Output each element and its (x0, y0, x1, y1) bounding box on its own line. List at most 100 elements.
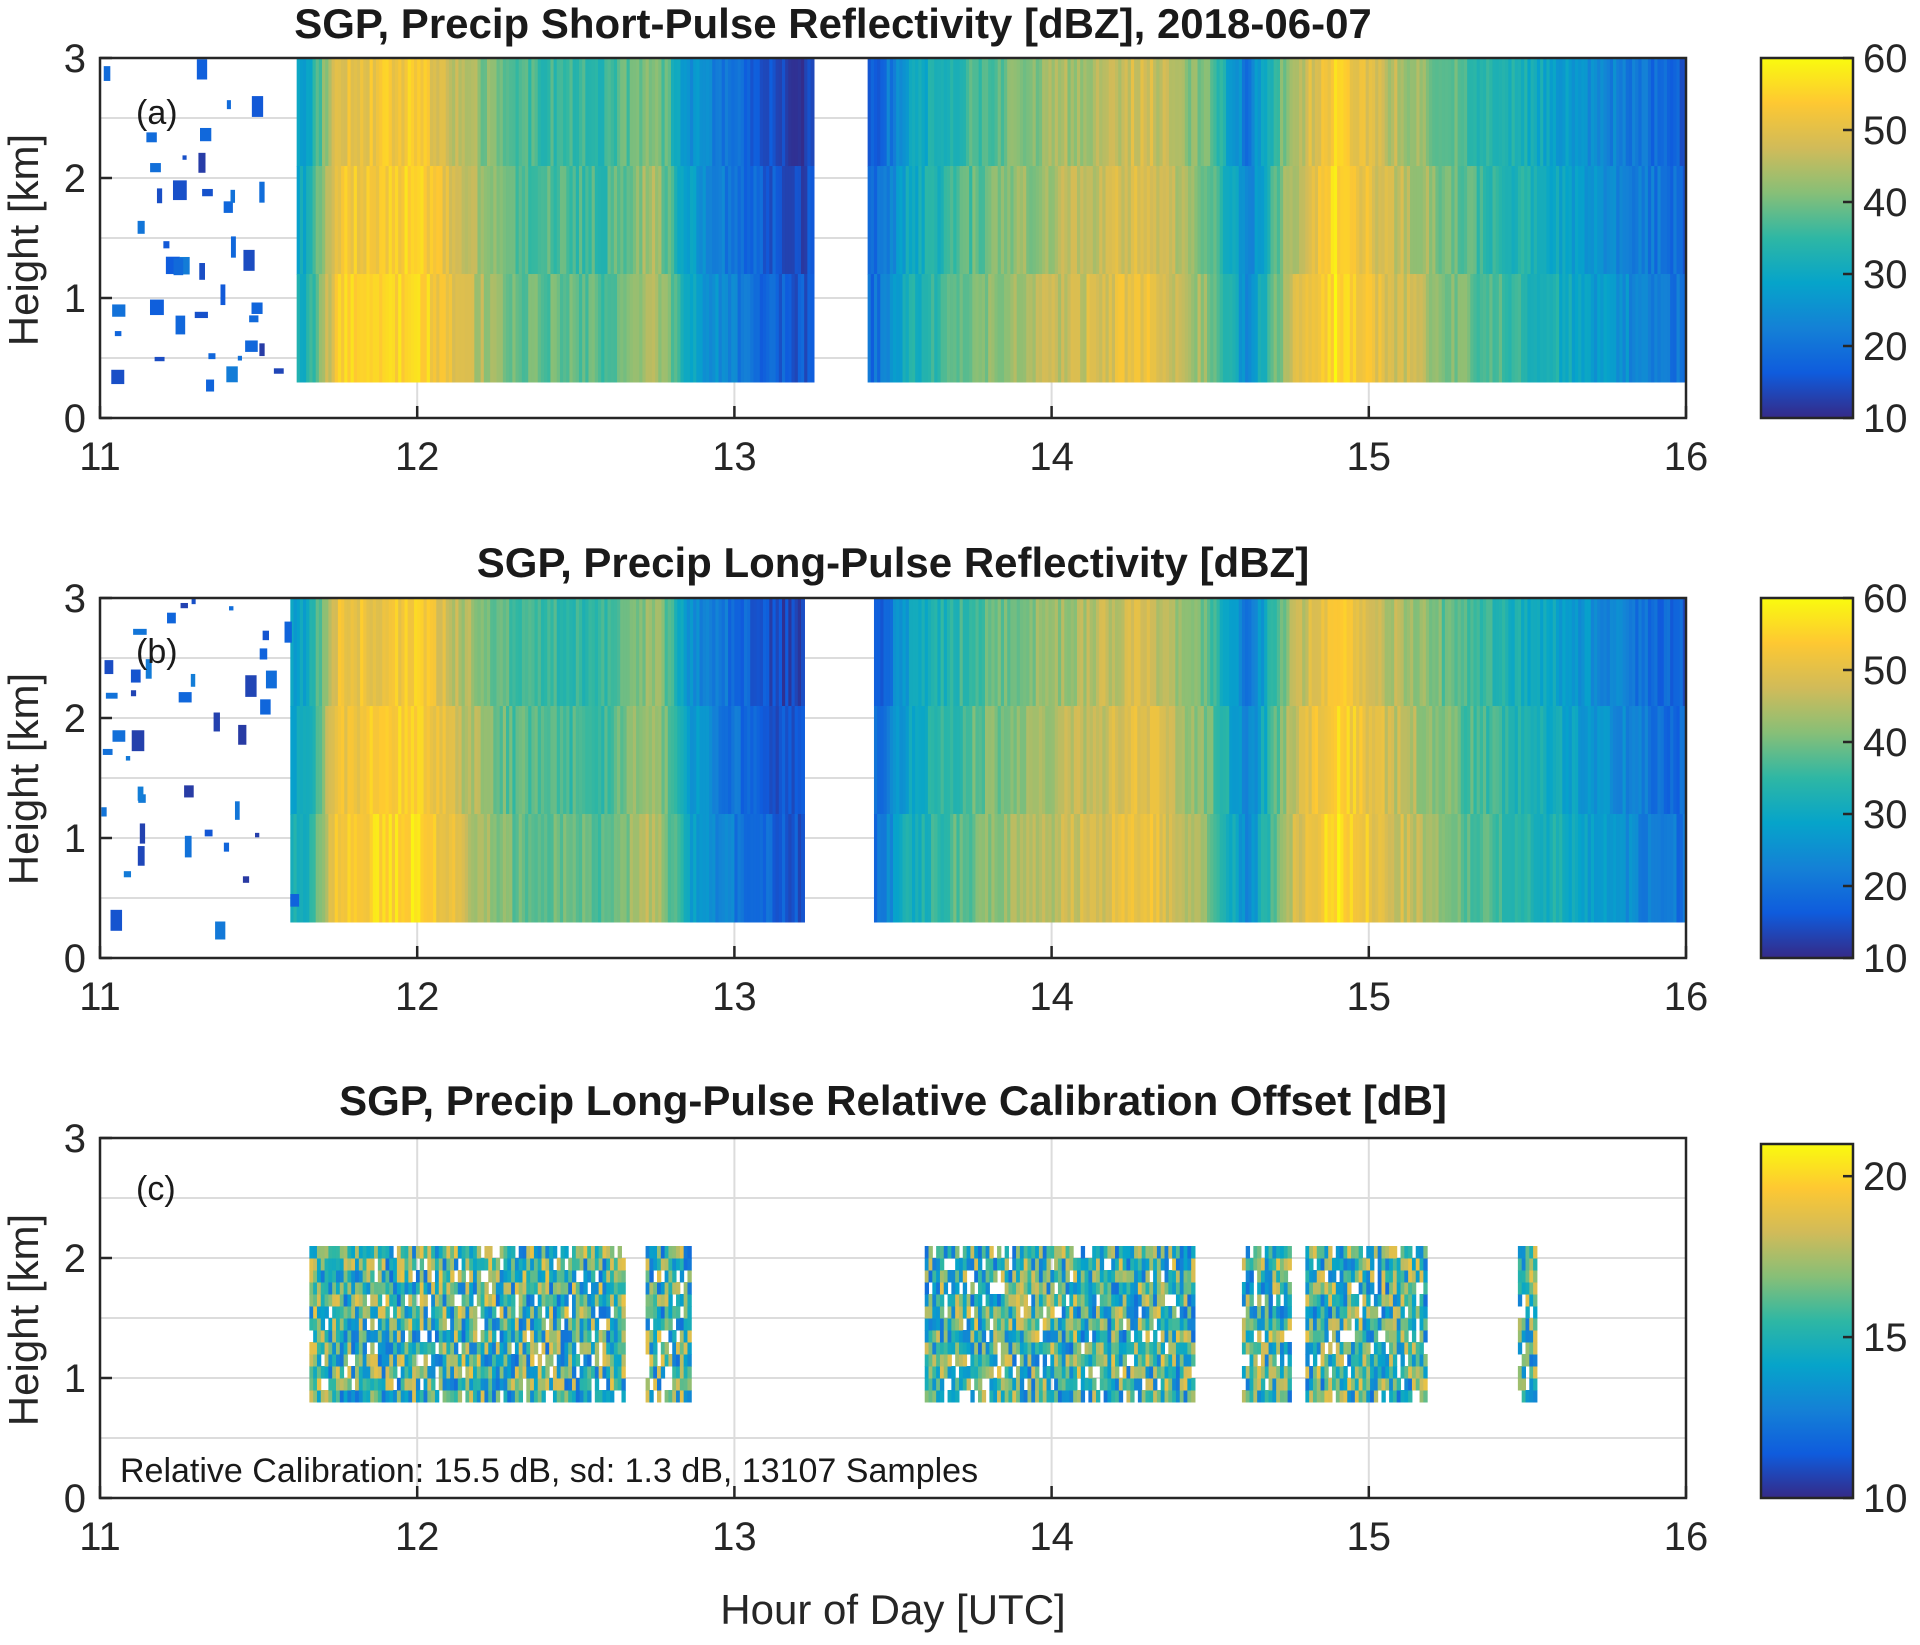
heatmap-cell (1187, 1294, 1191, 1307)
heatmap-cell (259, 182, 264, 203)
heatmap-cell (401, 1258, 405, 1271)
heatmap-cell (1035, 1378, 1039, 1391)
heatmap-cell (1138, 1282, 1142, 1295)
heatmap-cell (500, 1294, 504, 1307)
heatmap-cell (462, 1258, 466, 1271)
heatmap-cell (1176, 1378, 1180, 1391)
heatmap-cell (1172, 1390, 1176, 1403)
heatmap-cell (963, 1330, 967, 1343)
heatmap-cell (1043, 1366, 1047, 1379)
heatmap-cell (1340, 1294, 1344, 1307)
heatmap-cell (936, 1282, 940, 1295)
heatmap-cell (1370, 1390, 1374, 1403)
heatmap-cell (1362, 1378, 1366, 1391)
heatmap-cell (1184, 1246, 1188, 1259)
x-tick-label: 11 (79, 435, 121, 479)
heatmap-cell (576, 1258, 580, 1271)
heatmap-cell (591, 1366, 595, 1379)
heatmap-cell (1081, 1354, 1085, 1367)
heatmap-cell (484, 1258, 488, 1271)
heatmap-cell (614, 1282, 618, 1295)
heatmap-cell (580, 1330, 584, 1343)
heatmap-cell (684, 1306, 688, 1319)
heatmap-cell (1138, 1330, 1142, 1343)
heatmap-cell (1016, 1282, 1020, 1295)
heatmap-cell (366, 1246, 370, 1259)
panel-label: (b) (136, 633, 178, 671)
heatmap-cell (405, 1246, 409, 1259)
heatmap-cell (572, 1270, 576, 1283)
heatmap-cell (1324, 1390, 1328, 1403)
heatmap-cell (955, 1354, 959, 1367)
heatmap-cell (450, 1390, 454, 1403)
heatmap-cell (1332, 1378, 1336, 1391)
heatmap-cell (1119, 1306, 1123, 1319)
heatmap-cell (104, 66, 111, 81)
heatmap-cell (1336, 1282, 1340, 1295)
heatmap-cell (427, 1246, 431, 1259)
heatmap-cell (374, 1306, 378, 1319)
heatmap-cell (587, 1378, 591, 1391)
heatmap-cell (1058, 1342, 1062, 1355)
heatmap-cell (446, 1258, 450, 1271)
heatmap-cell (1161, 1330, 1165, 1343)
heatmap-cell (1096, 1258, 1100, 1271)
heatmap-cell (1069, 1342, 1073, 1355)
heatmap-cell (481, 1378, 485, 1391)
heatmap-cell (1096, 1318, 1100, 1331)
heatmap-cell (665, 1270, 669, 1283)
panel-c: SGP, Precip Long-Pulse Relative Calibrat… (0, 1077, 1908, 1633)
heatmap-cell (393, 1342, 397, 1355)
heatmap-cell (1088, 1294, 1092, 1307)
heatmap-cell (1050, 1282, 1054, 1295)
heatmap-cell (1001, 1330, 1005, 1343)
heatmap-cell (583, 1282, 587, 1295)
heatmap-cell (363, 1318, 367, 1331)
heatmap-cell (1343, 1270, 1347, 1283)
heatmap-cell (321, 1294, 325, 1307)
heatmap-cell (523, 1318, 527, 1331)
heatmap-cell (676, 1366, 680, 1379)
heatmap-cell (1088, 1306, 1092, 1319)
heatmap-cell (1246, 1258, 1250, 1271)
heatmap-cell (243, 876, 249, 883)
heatmap-cell (484, 1354, 488, 1367)
heatmap-cell (1073, 1366, 1077, 1379)
heatmap-cell (328, 1318, 332, 1331)
heatmap-cell (672, 1390, 676, 1403)
heatmap-cell (313, 1330, 317, 1343)
heatmap-cell (595, 1390, 599, 1403)
heatmap-cell (424, 1306, 428, 1319)
heatmap-cell (646, 1258, 650, 1271)
heatmap-cell (174, 258, 184, 275)
heatmap-cell (1138, 1342, 1142, 1355)
heatmap-cell (1085, 1378, 1089, 1391)
heatmap-cell (621, 1354, 625, 1367)
heatmap-cell (1309, 1294, 1313, 1307)
heatmap-cell (534, 1330, 538, 1343)
heatmap-cell (481, 1294, 485, 1307)
heatmap-cell (1184, 1270, 1188, 1283)
heatmap-cell (1039, 1270, 1043, 1283)
heatmap-cell (1050, 1390, 1054, 1403)
heatmap-cell (1313, 1270, 1317, 1283)
y-axis-label: Height [km] (0, 134, 47, 346)
heatmap-cell (1115, 1294, 1119, 1307)
heatmap-cell (393, 1306, 397, 1319)
heatmap-cell (1272, 1282, 1276, 1295)
heatmap-cell (587, 1390, 591, 1403)
heatmap-cell (1149, 1282, 1153, 1295)
heatmap-cell (1280, 1306, 1284, 1319)
heatmap-cell (1355, 1390, 1359, 1403)
heatmap-cell (1257, 1378, 1261, 1391)
heatmap-cell (1012, 1306, 1016, 1319)
heatmap-cell (614, 1294, 618, 1307)
heatmap-cell (1088, 1378, 1092, 1391)
heatmap-cell (1008, 1318, 1012, 1331)
heatmap-cell (167, 613, 176, 624)
heatmap-cell (138, 787, 144, 801)
heatmap-cell (1328, 1282, 1332, 1295)
heatmap-cell (427, 1270, 431, 1283)
heatmap-cell (1027, 1330, 1031, 1343)
heatmap-cell (1085, 1342, 1089, 1355)
